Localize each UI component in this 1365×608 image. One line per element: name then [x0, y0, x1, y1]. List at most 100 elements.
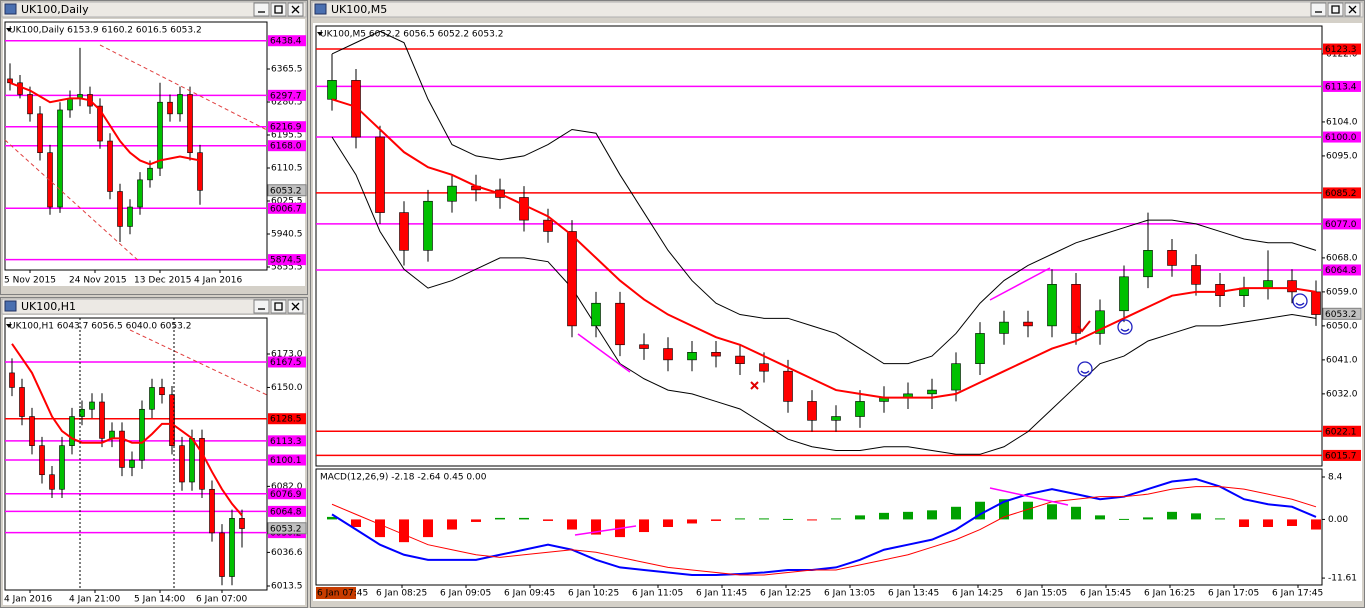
candle-body — [735, 355, 745, 364]
macd-histogram-bar — [327, 516, 337, 520]
title-bar — [311, 1, 1364, 18]
level-label: 6022.1 — [1325, 427, 1357, 437]
candle-body — [9, 372, 15, 388]
level-label: 6064.8 — [1325, 266, 1357, 276]
time-label: 6 Jan 13:45 — [888, 589, 939, 599]
candle-body — [197, 152, 203, 191]
price-tick-label: 6280.5 — [271, 98, 303, 108]
macd-histogram-bar — [975, 501, 985, 520]
level-label: 6064.8 — [270, 507, 302, 517]
level-label: 6297.7 — [270, 91, 302, 101]
price-tick-label: 6150.0 — [271, 383, 303, 393]
window-icon — [4, 3, 17, 15]
level-box — [268, 356, 306, 368]
macd-histogram-bar — [999, 499, 1009, 520]
macd-histogram-bar — [735, 518, 745, 520]
price-tick-label: 6025.5 — [271, 197, 303, 207]
candle-body — [519, 197, 529, 221]
window-button[interactable] — [1327, 2, 1344, 17]
time-label: 6 Jan 09:45 — [504, 589, 555, 599]
candle-body — [69, 416, 75, 446]
macd-histogram-bar — [711, 519, 721, 521]
level-box — [268, 35, 306, 47]
price-tick-label: 6082.0 — [271, 482, 303, 492]
candle-body — [239, 518, 245, 529]
button-glyph — [1348, 5, 1357, 14]
time-label: 6 Jan 11:05 — [632, 589, 683, 599]
candle-body — [1311, 291, 1321, 315]
level-label: 6438.4 — [270, 37, 302, 47]
candle-body — [129, 459, 135, 468]
candle-body — [107, 140, 113, 192]
time-label: 6 Jan 10:25 — [568, 589, 619, 599]
candle-body — [1215, 284, 1225, 296]
level-box — [1323, 187, 1361, 199]
candle-body — [29, 416, 35, 446]
candle-body — [759, 363, 769, 372]
macd-histogram-bar — [1023, 501, 1033, 520]
candle-body — [147, 167, 153, 181]
macd-histogram-bar — [495, 517, 505, 520]
price-tick-label: 6032.0 — [1326, 389, 1358, 399]
time-label: 6 Jan 07:00 — [196, 595, 248, 605]
macd-histogram-bar — [1119, 518, 1129, 520]
candle-body — [591, 302, 601, 327]
time-label: 6 Jan 15:05 — [1016, 589, 1067, 599]
macd-frame — [315, 468, 1323, 586]
macd-histogram-bar — [1191, 513, 1201, 520]
level-box — [268, 454, 306, 466]
moving-average — [331, 98, 1317, 399]
crosshair-time: 6 Jan 07:45 — [317, 589, 368, 599]
level-label: 6167.5 — [270, 358, 302, 368]
time-label: 6 Jan 15:45 — [1080, 589, 1131, 599]
price-tick-label: 6104.0 — [1326, 117, 1358, 127]
bollinger-lower — [331, 136, 1317, 455]
macd-histogram-bar — [759, 518, 769, 520]
level-box — [268, 202, 306, 214]
macd-histogram-bar — [807, 519, 817, 521]
macd-histogram-bar — [663, 519, 673, 527]
macd-histogram-bar — [1287, 519, 1297, 526]
level-label: 6085.2 — [1325, 189, 1357, 199]
macd-tick-label: 0.00 — [1328, 515, 1348, 525]
candle-body — [27, 94, 33, 115]
time-label: 6 Jan 14:25 — [952, 589, 1003, 599]
macd-histogram-bar — [423, 519, 433, 538]
level-box — [268, 488, 306, 500]
level-box — [268, 254, 306, 266]
candle-body — [167, 101, 173, 115]
window-title: UK100,H1 — [21, 300, 76, 313]
price-tick-label: 6059.0 — [1326, 287, 1358, 297]
candle-body — [39, 445, 45, 476]
current-price-box — [267, 184, 307, 197]
level-box — [268, 413, 306, 425]
window-button[interactable] — [270, 299, 287, 314]
macd-histogram-bar — [1095, 515, 1105, 520]
candle-body — [17, 82, 23, 95]
level-label: 6077.0 — [1325, 220, 1357, 230]
time-label: 24 Nov 2015 — [69, 276, 127, 286]
level-box — [1323, 218, 1361, 230]
level-label: 6100.1 — [270, 456, 302, 466]
window-button[interactable] — [253, 2, 270, 17]
window-button[interactable] — [1310, 2, 1327, 17]
time-label: 6 Jan 17:05 — [1208, 589, 1259, 599]
level-box — [268, 121, 306, 133]
window-button[interactable] — [253, 299, 270, 314]
candle-body — [855, 401, 865, 417]
macd-histogram-bar — [471, 519, 481, 522]
macd-histogram-bar — [591, 519, 601, 535]
title-bar — [1, 298, 307, 315]
window-button[interactable] — [270, 2, 287, 17]
chart-header: UK100,M5 6052.2 6056.5 6052.2 6053.2 — [320, 30, 503, 40]
level-box — [268, 435, 306, 447]
time-label: 5 Jan 14:00 — [134, 595, 186, 605]
macd-histogram-bar — [855, 515, 865, 520]
macd-histogram-bar — [1239, 519, 1249, 527]
level-box — [1323, 43, 1361, 55]
candle-body — [1047, 284, 1057, 327]
level-label: 6100.0 — [1325, 133, 1357, 143]
macd-histogram-bar — [399, 519, 409, 543]
candle-body — [37, 113, 43, 153]
macd-histogram-bar — [519, 517, 529, 520]
